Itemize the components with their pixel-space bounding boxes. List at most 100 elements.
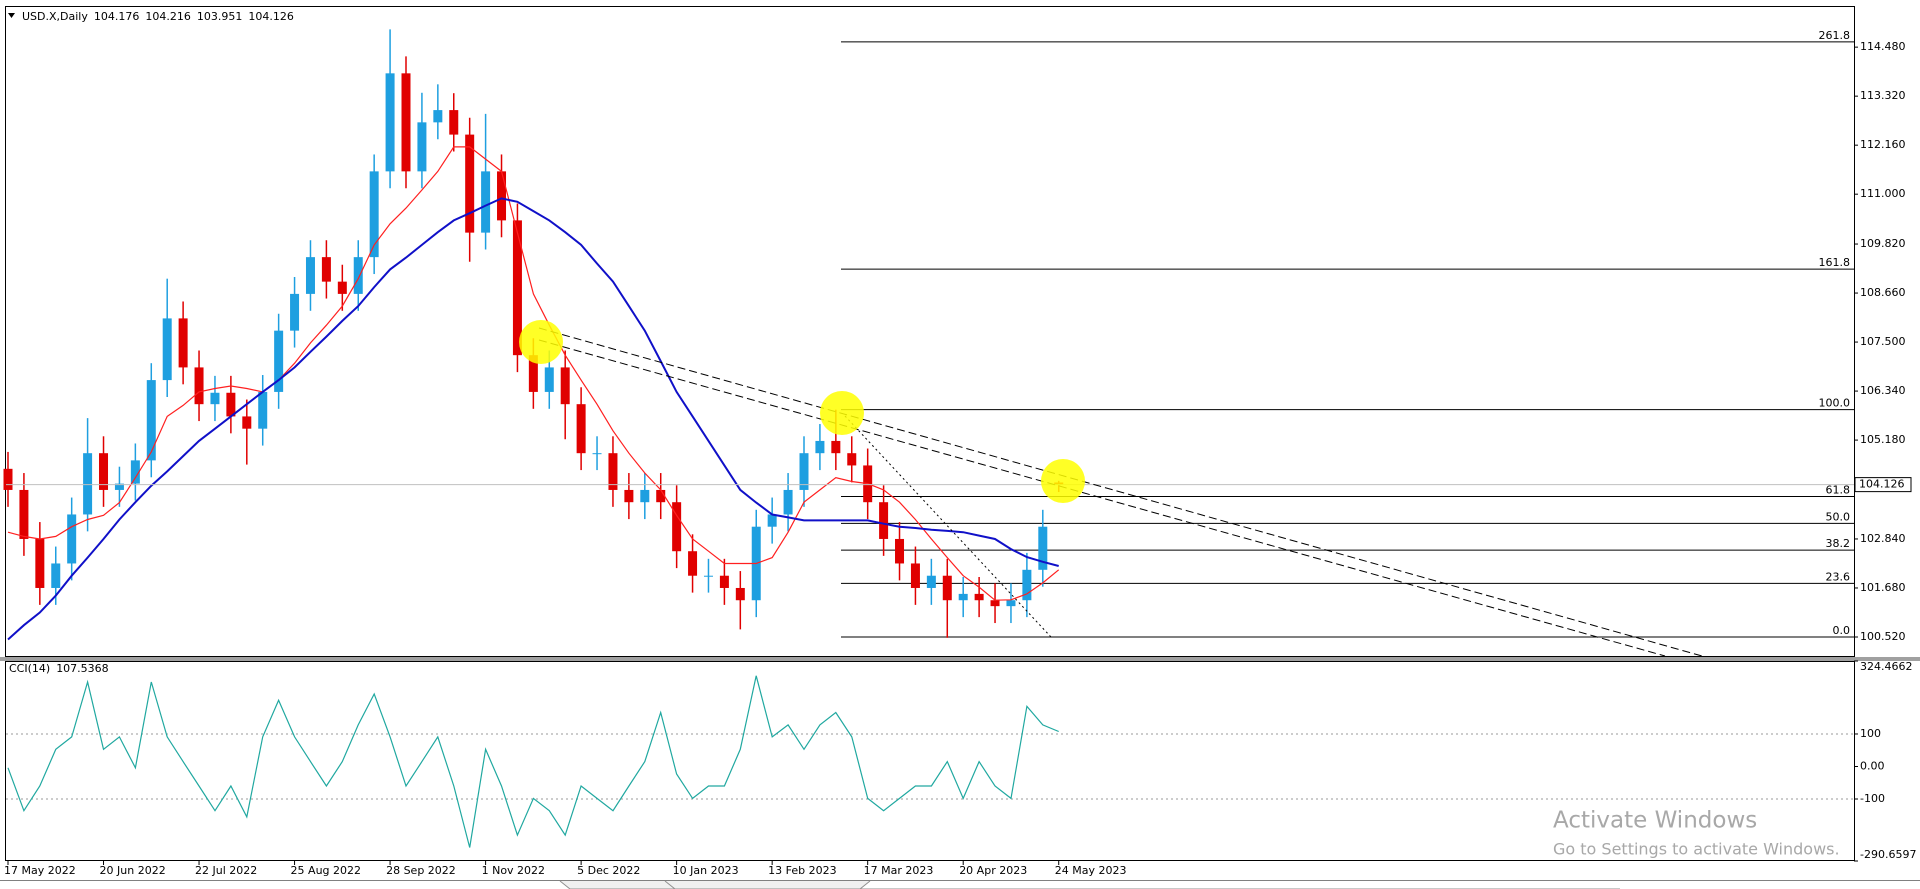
- candle-body: [210, 392, 220, 405]
- candle-body: [274, 330, 284, 392]
- candle-body: [656, 489, 666, 503]
- x-tick-label: 20 Apr 2023: [959, 864, 1027, 877]
- fib-label: 161.8: [1819, 256, 1851, 269]
- chart-tab[interactable]: [559, 880, 871, 889]
- candle-body: [385, 73, 395, 172]
- candle-body: [337, 281, 347, 294]
- candle-body: [942, 575, 952, 601]
- candle-body: [83, 453, 93, 515]
- candle-body: [290, 293, 300, 331]
- candle-body: [910, 563, 920, 588]
- fib-label: 50.0: [1826, 510, 1851, 523]
- x-tick-label: 17 May 2022: [4, 864, 76, 877]
- x-tick-label: 28 Sep 2022: [386, 864, 456, 877]
- x-tick-label: 5 Dec 2022: [577, 864, 640, 877]
- candle-body: [162, 318, 172, 381]
- candle-body: [114, 483, 124, 490]
- cci-line: [7, 675, 1059, 848]
- candle-body: [624, 489, 634, 503]
- trendline: [538, 339, 1666, 657]
- candle-body: [401, 73, 411, 172]
- chart-title: USD.X,Daily: [22, 10, 88, 23]
- y-tick-label: -290.6597: [1860, 848, 1916, 861]
- chart-tab-2[interactable]: [664, 880, 1620, 889]
- candle-body: [226, 392, 236, 417]
- x-tick-label: 1 Nov 2022: [482, 864, 545, 877]
- candle-body: [703, 575, 713, 577]
- y-tick-label: 100: [1860, 727, 1881, 740]
- candle-body: [831, 440, 841, 454]
- y-tick-label: 324.4662: [1860, 660, 1913, 673]
- chart-header: USD.X,Daily 104.176 104.216 103.951 104.126: [22, 10, 294, 23]
- candle-body: [1022, 569, 1032, 601]
- y-tick-label: 106.340: [1860, 384, 1906, 397]
- x-tick-label: 17 Mar 2023: [864, 864, 934, 877]
- candle-body: [194, 367, 204, 405]
- highlight-circle: [820, 391, 864, 435]
- candle-body: [51, 563, 61, 588]
- indicator-value: 107.5368: [56, 662, 109, 675]
- y-tick-label: -100: [1860, 792, 1885, 805]
- candle-body: [640, 489, 650, 503]
- indicator-header: CCI(14) 107.5368: [9, 662, 109, 675]
- moving-average: [7, 146, 1060, 601]
- candle-body: [305, 257, 315, 294]
- x-tick-label: 22 Jul 2022: [195, 864, 257, 877]
- x-tick-label: 20 Jun 2022: [100, 864, 166, 877]
- candle-body: [433, 110, 443, 123]
- candle-body: [242, 416, 252, 429]
- candle-body: [974, 593, 984, 601]
- pane-menu-arrow[interactable]: [8, 13, 15, 18]
- fib-label: 100.0: [1819, 397, 1851, 410]
- candle-body: [130, 460, 140, 484]
- x-tick-label: 24 May 2023: [1055, 864, 1127, 877]
- candle-body: [672, 502, 682, 552]
- candle-body: [35, 538, 45, 588]
- y-tick-label: 0.00: [1860, 759, 1885, 772]
- x-tick-label: 10 Jan 2023: [673, 864, 739, 877]
- candle-body: [481, 171, 491, 233]
- pane-separator: [0, 657, 1920, 661]
- current-price-label: 104.126: [1859, 478, 1905, 491]
- fib-label: 38.2: [1826, 537, 1851, 550]
- y-tick-label: 111.000: [1860, 187, 1906, 200]
- y-tick-label: 105.180: [1860, 433, 1906, 446]
- candle-body: [146, 380, 156, 461]
- highlight-circle: [1041, 459, 1085, 503]
- y-tick-label: 109.820: [1860, 237, 1906, 250]
- y-tick-label: 114.480: [1860, 40, 1906, 53]
- candle-body: [19, 489, 29, 539]
- y-tick-label: 112.160: [1860, 138, 1906, 151]
- candle-body: [528, 355, 538, 392]
- candle-body: [592, 453, 602, 455]
- candle-body: [497, 171, 507, 221]
- ohlc-low: 103.951: [197, 10, 243, 23]
- candle-body: [544, 367, 554, 392]
- watermark-subtitle: Go to Settings to activate Windows.: [1553, 840, 1840, 859]
- y-tick-label: 102.840: [1860, 532, 1906, 545]
- watermark-title: Activate Windows: [1553, 808, 1757, 834]
- candle-body: [67, 514, 77, 564]
- fib-label: 23.6: [1826, 570, 1851, 583]
- candle-body: [576, 404, 586, 454]
- candle-body: [815, 440, 825, 454]
- drawings: [538, 327, 1703, 657]
- price-pane-border: [5, 6, 1855, 657]
- candle-body: [417, 122, 427, 172]
- cci-pane-border: [5, 661, 1855, 861]
- candle-body: [178, 318, 188, 368]
- ohlc-high: 104.216: [145, 10, 191, 23]
- y-tick-label: 107.500: [1860, 335, 1906, 348]
- candle-body: [465, 134, 475, 233]
- candle-body: [688, 551, 698, 576]
- candle-body: [369, 171, 379, 258]
- fib-label: 0.0: [1833, 624, 1851, 637]
- candle-body: [719, 575, 729, 588]
- y-tick-label: 113.320: [1860, 89, 1906, 102]
- ohlc-open: 104.176: [94, 10, 140, 23]
- ohlc-close: 104.126: [248, 10, 294, 23]
- candle-body: [735, 587, 745, 601]
- trendline: [538, 327, 1703, 657]
